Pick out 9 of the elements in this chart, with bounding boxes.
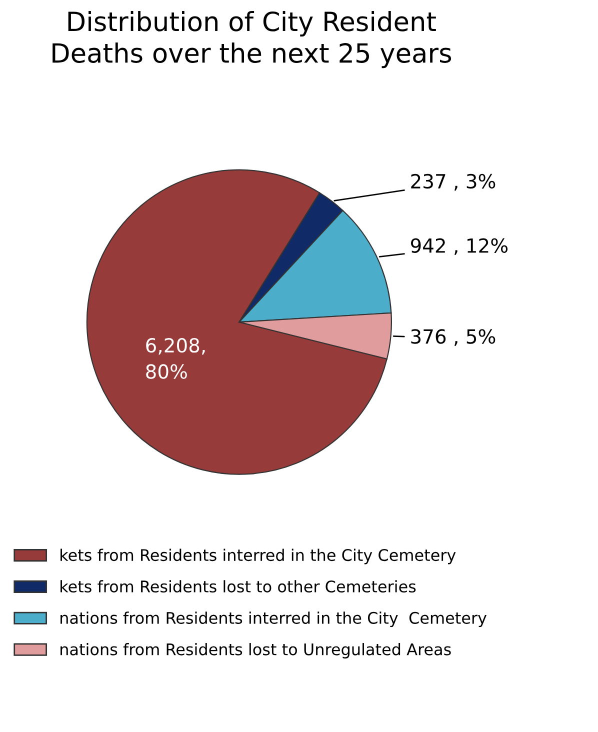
data-label: 237 , 3%	[411, 174, 496, 191]
legend-label: kets from Residents lost to other Cemeteries	[60, 580, 416, 593]
legend-label: nations from Residents lost to Unregulated Areas	[60, 643, 451, 658]
legend-label: nations from Residents interred in the City Cemetery	[60, 612, 487, 628]
legend-label: kets from Residents interred in the City Cemetery	[60, 548, 456, 564]
data-label: 376 , 5%	[411, 329, 496, 346]
data-label: 942 , 12%	[410, 238, 508, 255]
chart-title: Distribution of City Resident Deaths over the next 25 years	[52, 10, 452, 68]
data-label: 6,208, 80%	[146, 338, 205, 379]
